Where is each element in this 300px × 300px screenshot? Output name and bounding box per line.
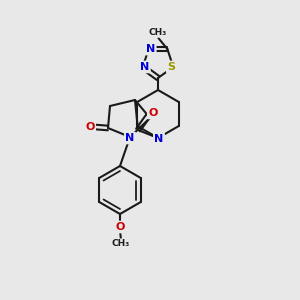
Text: CH₃: CH₃ bbox=[112, 239, 130, 248]
Text: CH₃: CH₃ bbox=[148, 28, 166, 37]
Text: O: O bbox=[148, 108, 158, 118]
Text: N: N bbox=[140, 62, 149, 72]
Text: O: O bbox=[115, 222, 125, 232]
Text: O: O bbox=[85, 122, 95, 132]
Text: N: N bbox=[146, 44, 155, 54]
Text: S: S bbox=[167, 62, 175, 72]
Text: N: N bbox=[125, 133, 135, 143]
Text: N: N bbox=[154, 134, 164, 144]
